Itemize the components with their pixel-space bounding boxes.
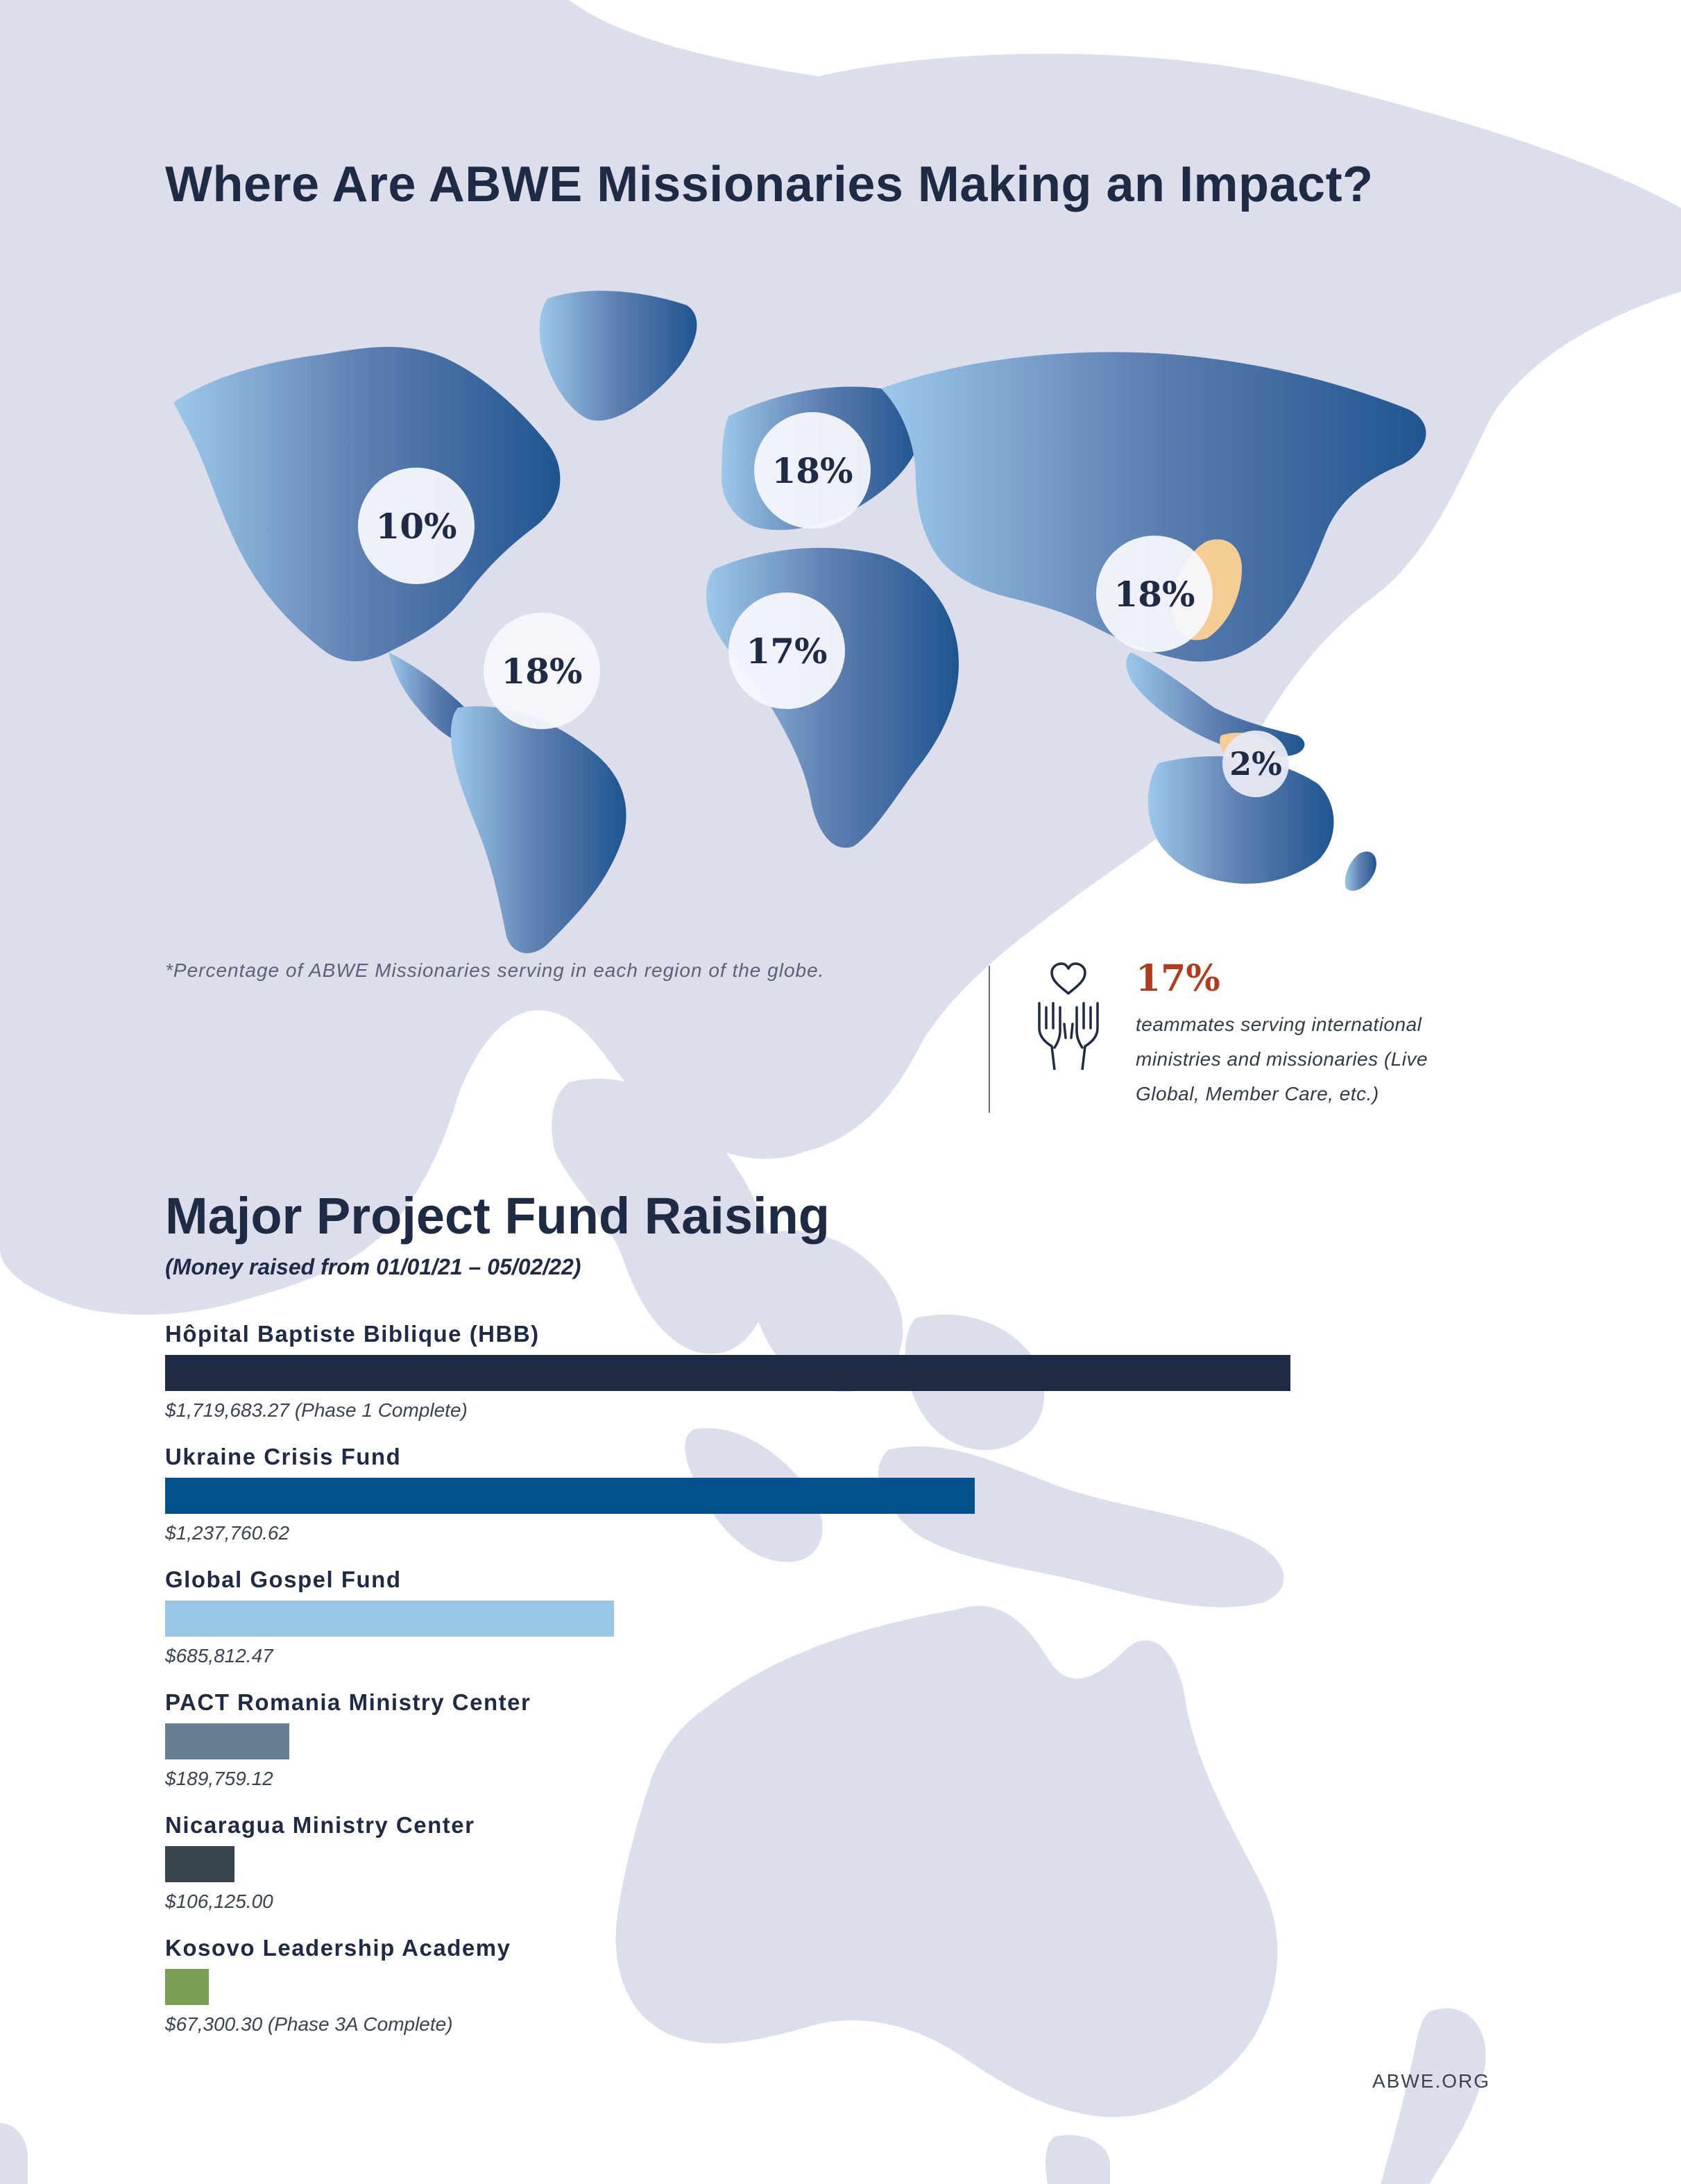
project-row: PACT Romania Ministry Center $189,759.12 bbox=[165, 1689, 1483, 1790]
project-row: Global Gospel Fund $685,812.47 bbox=[165, 1566, 1483, 1667]
project-bar bbox=[165, 1601, 614, 1637]
south-america-shape bbox=[451, 706, 626, 953]
project-amount: $106,125.00 bbox=[165, 1891, 273, 1912]
map-footnote: *Percentage of ABWE Missionaries serving… bbox=[165, 959, 825, 981]
australia-shape bbox=[1147, 756, 1334, 884]
asia-shape bbox=[881, 352, 1426, 662]
stat-value: 17% bbox=[1136, 957, 1220, 1000]
greenland-shape bbox=[539, 291, 697, 421]
project-amount: $1,719,683.27 (Phase 1 Complete) bbox=[165, 1399, 468, 1421]
project-row: Nicaragua Ministry Center $106,125.00 bbox=[165, 1811, 1483, 1913]
project-row: Hôpital Baptiste Biblique (HBB) $1,719,68… bbox=[165, 1320, 1483, 1422]
project-name: PACT Romania Ministry Center bbox=[165, 1689, 531, 1715]
region-bubble-latin-america: 18% bbox=[484, 613, 600, 729]
project-bar bbox=[165, 1355, 1290, 1391]
site-url[interactable]: ABWE.ORG bbox=[1372, 2070, 1491, 2092]
project-bar bbox=[165, 1969, 209, 2005]
fundraising-title: Major Project Fund Raising bbox=[165, 1187, 830, 1245]
region-bubble-africa: 17% bbox=[728, 592, 845, 709]
vertical-divider bbox=[989, 966, 990, 1113]
heart-hands-icon bbox=[1038, 962, 1099, 1070]
southeast-asia-shape bbox=[1126, 652, 1305, 756]
project-bar bbox=[165, 1723, 289, 1759]
africa-shape bbox=[706, 547, 959, 848]
page-title: Where Are ABWE Missionaries Making an Im… bbox=[165, 157, 1374, 212]
region-bubble-oceania: 2% bbox=[1222, 731, 1289, 797]
project-amount: $67,300.30 (Phase 3A Complete) bbox=[165, 2013, 453, 2035]
project-name: Hôpital Baptiste Biblique (HBB) bbox=[165, 1321, 540, 1347]
project-amount: $685,812.47 bbox=[165, 1645, 273, 1666]
project-row: Kosovo Leadership Academy $67,300.30 (Pha… bbox=[165, 1934, 1483, 2036]
region-bubble-north-america: 10% bbox=[358, 468, 475, 584]
new-zealand-shape bbox=[1345, 851, 1376, 891]
project-name: Nicaragua Ministry Center bbox=[165, 1812, 475, 1838]
project-bar bbox=[165, 1478, 975, 1514]
project-amount: $189,759.12 bbox=[165, 1768, 273, 1789]
fundraising-subtitle: (Money raised from 01/01/21 – 05/02/22) bbox=[165, 1254, 581, 1279]
stat-description: teammates serving international ministri… bbox=[1136, 1014, 1428, 1104]
project-name: Kosovo Leadership Academy bbox=[165, 1935, 511, 1961]
project-amount: $1,237,760.62 bbox=[165, 1522, 290, 1544]
project-name: Ukraine Crisis Fund bbox=[165, 1444, 402, 1469]
project-bar bbox=[165, 1846, 234, 1882]
region-bubble-europe: 18% bbox=[754, 412, 871, 529]
region-bubble-east-asia: 18% bbox=[1096, 536, 1213, 652]
project-row: Ukraine Crisis Fund $1,237,760.62 bbox=[165, 1443, 1483, 1544]
project-name: Global Gospel Fund bbox=[165, 1567, 402, 1592]
